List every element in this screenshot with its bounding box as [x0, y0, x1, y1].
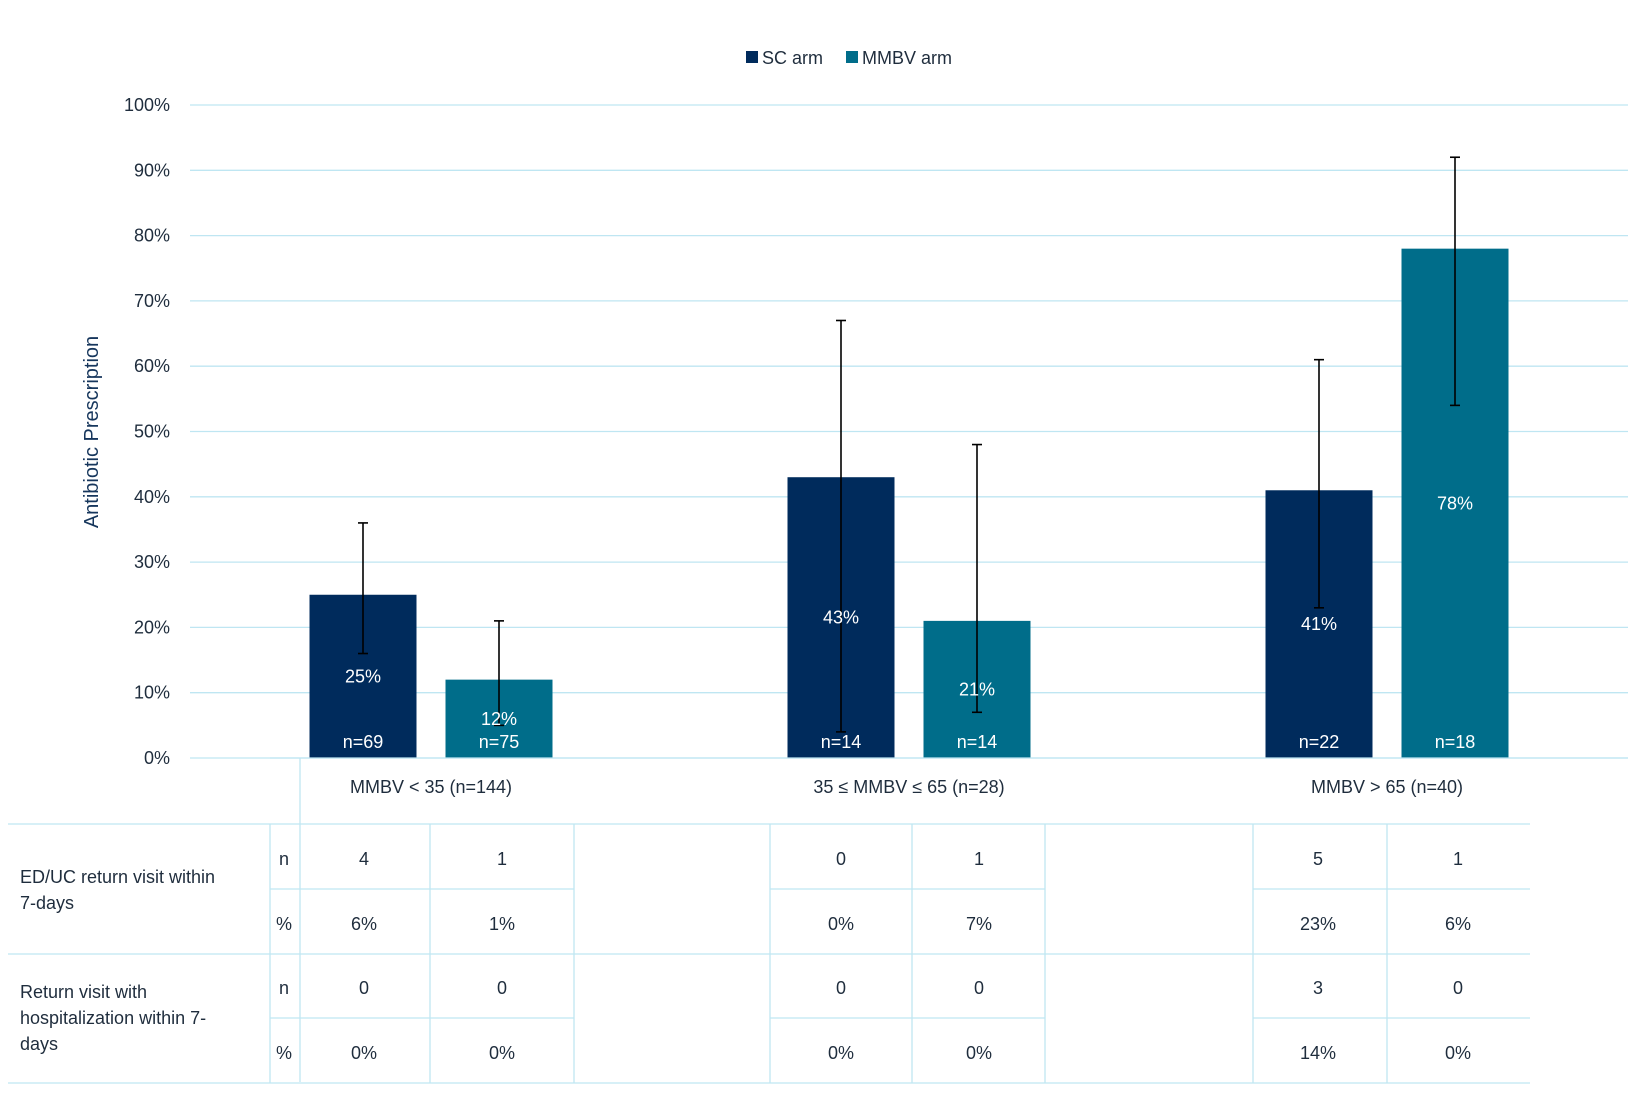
- data-table: ED/UC return visit within 7-days n 4 1 0 1 5 1% 6…: [20, 849, 1471, 1063]
- row-unit-label: n: [279, 849, 289, 869]
- y-tick-label: 80%: [134, 226, 170, 246]
- table-cell: 23%: [1300, 914, 1336, 934]
- y-tick-label: 60%: [134, 356, 170, 376]
- table-cell: 4: [359, 849, 369, 869]
- row-group-label: 7-days: [20, 893, 74, 913]
- table-cell: 14%: [1300, 1043, 1336, 1063]
- table-cell: 6%: [1445, 914, 1471, 934]
- legend-label: SC arm: [762, 48, 823, 68]
- legend: SC arm MMBV arm: [746, 48, 952, 68]
- row-unit-label: %: [276, 914, 292, 934]
- table-cell: 0%: [351, 1043, 377, 1063]
- row-group-label: Return visit with: [20, 982, 147, 1002]
- table-cell: 1: [1453, 849, 1463, 869]
- legend-swatch: [746, 51, 758, 63]
- category-labels: MMBV < 35 (n=144) 35 ≤ MMBV ≤ 65 (n=28) MM…: [350, 777, 1463, 797]
- row-group-label: hospitalization within 7-: [20, 1008, 206, 1028]
- table-cell: 0: [497, 978, 507, 998]
- bar-labels: 25% n=69 43% n=14 41% n=22 12% n=75 21% n=14 78% n=…: [343, 493, 1476, 752]
- table-cell: 5: [1313, 849, 1323, 869]
- n-label: n=14: [821, 732, 862, 752]
- category-label: MMBV > 65 (n=40): [1311, 777, 1463, 797]
- table-cell: 1: [497, 849, 507, 869]
- table-cell: 0%: [1445, 1043, 1471, 1063]
- table-cell: 6%: [351, 914, 377, 934]
- row-unit-label: n: [279, 978, 289, 998]
- bars: [309, 248, 1509, 758]
- n-label: n=22: [1299, 732, 1340, 752]
- y-tick-label: 40%: [134, 487, 170, 507]
- data-label: 12%: [481, 709, 517, 729]
- table-cell: 0: [836, 978, 846, 998]
- legend-swatch: [846, 51, 858, 63]
- table-lines: [8, 757, 1628, 1084]
- y-tick-label: 50%: [134, 422, 170, 442]
- row-unit-label: %: [276, 1043, 292, 1063]
- data-label: 41%: [1301, 614, 1337, 634]
- row-group-label: days: [20, 1034, 58, 1054]
- table-cell: 1: [974, 849, 984, 869]
- table-cell: 3: [1313, 978, 1323, 998]
- n-label: n=14: [957, 732, 998, 752]
- table-cell: 7%: [966, 914, 992, 934]
- table-cell: 0: [974, 978, 984, 998]
- y-tick-label: 10%: [134, 683, 170, 703]
- table-cell: 0%: [828, 1043, 854, 1063]
- n-label: n=69: [343, 732, 384, 752]
- y-tick-label: 20%: [134, 617, 170, 637]
- table-cell: 0: [1453, 978, 1463, 998]
- category-label: 35 ≤ MMBV ≤ 65 (n=28): [813, 777, 1004, 797]
- table-cell: 0%: [828, 914, 854, 934]
- table-cell: 0%: [966, 1043, 992, 1063]
- row-group-label: ED/UC return visit within: [20, 867, 215, 887]
- y-tick-label: 100%: [124, 95, 170, 115]
- legend-label: MMBV arm: [862, 48, 952, 68]
- n-label: n=18: [1435, 732, 1476, 752]
- table-cell: 1%: [489, 914, 515, 934]
- table-cell: 0: [359, 978, 369, 998]
- y-tick-label: 30%: [134, 552, 170, 572]
- y-tick-label: 90%: [134, 160, 170, 180]
- y-axis-ticks: 0% 10% 20% 30% 40% 50% 60% 70% 80% 90% 100%: [124, 95, 170, 768]
- data-label: 43%: [823, 608, 859, 628]
- table-cell: 0%: [489, 1043, 515, 1063]
- category-label: MMBV < 35 (n=144): [350, 777, 512, 797]
- data-label: 78%: [1437, 493, 1473, 513]
- y-tick-label: 70%: [134, 291, 170, 311]
- data-label: 25%: [345, 666, 381, 686]
- table-cell: 0: [836, 849, 846, 869]
- y-tick-label: 0%: [144, 748, 170, 768]
- data-label: 21%: [959, 679, 995, 699]
- gridlines: [190, 104, 1628, 759]
- y-axis-label: Antibiotic Prescription: [81, 336, 103, 528]
- n-label: n=75: [479, 732, 520, 752]
- error-bars: [358, 156, 1460, 733]
